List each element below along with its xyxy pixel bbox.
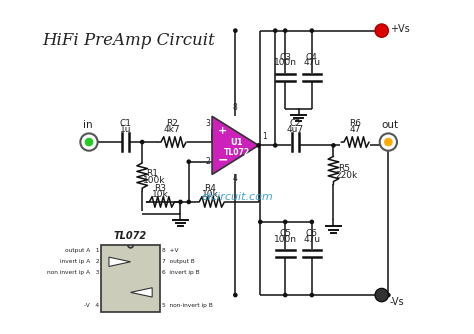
Text: 2: 2 bbox=[206, 157, 210, 166]
Circle shape bbox=[258, 219, 263, 224]
Polygon shape bbox=[212, 116, 259, 174]
Circle shape bbox=[85, 138, 93, 146]
Text: R4: R4 bbox=[204, 184, 216, 193]
Text: 220k: 220k bbox=[335, 171, 357, 180]
Text: 8: 8 bbox=[233, 103, 238, 112]
Circle shape bbox=[310, 219, 314, 224]
Circle shape bbox=[273, 28, 278, 33]
Text: 4u7: 4u7 bbox=[287, 125, 304, 134]
Text: 7  output B: 7 output B bbox=[162, 259, 195, 264]
Circle shape bbox=[233, 28, 237, 33]
Circle shape bbox=[186, 159, 191, 164]
Text: C1: C1 bbox=[119, 119, 132, 128]
Text: TL072: TL072 bbox=[224, 148, 250, 157]
Circle shape bbox=[283, 28, 288, 33]
Text: +: + bbox=[218, 126, 227, 136]
Circle shape bbox=[331, 143, 336, 148]
Text: TL072: TL072 bbox=[114, 231, 147, 241]
Circle shape bbox=[186, 200, 191, 204]
Text: in: in bbox=[82, 121, 92, 130]
Text: 1: 1 bbox=[262, 132, 267, 141]
Text: 6  invert ip B: 6 invert ip B bbox=[162, 270, 200, 275]
Text: 10k: 10k bbox=[152, 190, 169, 199]
Text: 3: 3 bbox=[206, 120, 210, 128]
Circle shape bbox=[283, 219, 288, 224]
Circle shape bbox=[140, 140, 145, 144]
Text: 100k: 100k bbox=[143, 176, 165, 185]
Circle shape bbox=[380, 133, 397, 151]
Text: C5: C5 bbox=[279, 229, 291, 238]
Text: C6: C6 bbox=[306, 229, 318, 238]
Text: invert ip A   2: invert ip A 2 bbox=[60, 259, 99, 264]
Text: U1: U1 bbox=[231, 138, 243, 147]
Text: elcircuit.com: elcircuit.com bbox=[201, 192, 273, 202]
Text: C3: C3 bbox=[279, 53, 291, 62]
Circle shape bbox=[375, 288, 388, 302]
Circle shape bbox=[233, 293, 237, 297]
Circle shape bbox=[310, 293, 314, 297]
Circle shape bbox=[283, 293, 288, 297]
Text: R1: R1 bbox=[146, 169, 158, 178]
Text: out: out bbox=[382, 121, 399, 130]
Text: -V   4: -V 4 bbox=[84, 303, 99, 308]
Text: 100n: 100n bbox=[273, 235, 297, 244]
Text: C4: C4 bbox=[306, 53, 318, 62]
Polygon shape bbox=[109, 257, 130, 267]
Text: 4k7: 4k7 bbox=[164, 125, 181, 134]
Text: 47u: 47u bbox=[303, 235, 320, 244]
Text: C2: C2 bbox=[289, 119, 301, 128]
Circle shape bbox=[386, 293, 391, 297]
Text: 4: 4 bbox=[233, 174, 238, 183]
Circle shape bbox=[178, 200, 183, 204]
Circle shape bbox=[310, 28, 314, 33]
Circle shape bbox=[384, 138, 392, 146]
Text: output A   1: output A 1 bbox=[65, 248, 99, 253]
Circle shape bbox=[375, 24, 388, 37]
Bar bbox=[100, 245, 161, 312]
Text: -Vs: -Vs bbox=[390, 297, 405, 307]
Text: 47u: 47u bbox=[303, 58, 320, 67]
Polygon shape bbox=[130, 288, 152, 297]
Circle shape bbox=[80, 133, 98, 151]
Text: 100n: 100n bbox=[273, 58, 297, 67]
Text: R3: R3 bbox=[155, 184, 166, 193]
Text: 10k: 10k bbox=[202, 190, 219, 199]
Text: 1u: 1u bbox=[120, 125, 131, 134]
Text: +Vs: +Vs bbox=[390, 24, 410, 34]
Text: R5: R5 bbox=[338, 164, 350, 173]
Text: 5  non-invert ip B: 5 non-invert ip B bbox=[162, 303, 212, 308]
Circle shape bbox=[256, 143, 261, 148]
Text: R6: R6 bbox=[349, 119, 361, 128]
Text: 8  +V: 8 +V bbox=[162, 248, 178, 253]
Text: R2: R2 bbox=[166, 119, 178, 128]
Text: HiFi PreAmp Circuit: HiFi PreAmp Circuit bbox=[43, 32, 215, 49]
Circle shape bbox=[273, 143, 278, 148]
Text: −: − bbox=[218, 153, 228, 166]
Text: non invert ip A   3: non invert ip A 3 bbox=[47, 270, 99, 275]
Text: 47: 47 bbox=[349, 125, 361, 134]
